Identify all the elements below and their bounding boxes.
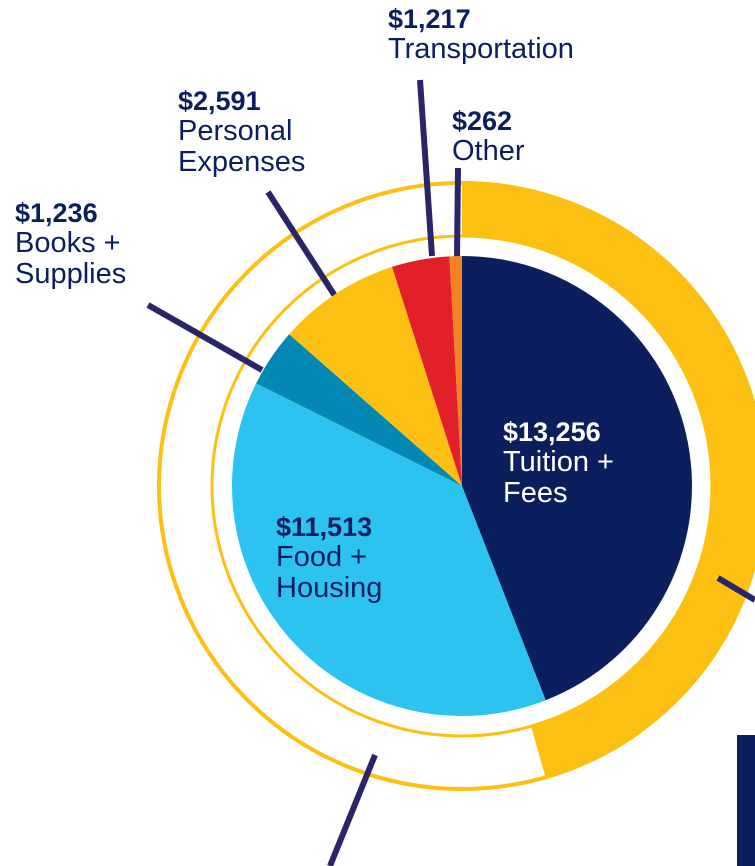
category-label: Food + Housing bbox=[276, 541, 382, 604]
value-label: $2,591 bbox=[178, 86, 261, 116]
category-label: Tuition + Fees bbox=[503, 446, 614, 509]
leader-line bbox=[265, 190, 338, 298]
leader-line bbox=[146, 302, 264, 373]
pie-slice bbox=[231, 383, 546, 716]
value-label: $262 bbox=[452, 106, 512, 136]
corner-block bbox=[737, 735, 755, 866]
label-line: Food + bbox=[276, 541, 367, 573]
leader-line bbox=[454, 167, 461, 259]
pie-slice bbox=[256, 334, 462, 486]
leader-line bbox=[417, 79, 435, 257]
label-line: Personal bbox=[178, 115, 292, 147]
value-label: $11,513 bbox=[276, 512, 372, 542]
label-line: Expenses bbox=[178, 146, 305, 178]
label-line: Tuition + bbox=[503, 446, 614, 478]
category-label: Other bbox=[452, 135, 525, 167]
value-label: $1,236 bbox=[15, 198, 98, 228]
leader-lines bbox=[146, 79, 755, 866]
label-line: Housing bbox=[276, 572, 382, 604]
leader-line bbox=[327, 753, 378, 866]
label-line: Other bbox=[452, 135, 525, 167]
value-label: $1,217 bbox=[388, 4, 471, 34]
highlight-arc bbox=[462, 181, 755, 779]
category-label: Books + Supplies bbox=[15, 227, 126, 290]
category-label: Transportation bbox=[388, 33, 574, 65]
pie-slice bbox=[392, 256, 462, 486]
pie-slice bbox=[462, 256, 693, 701]
category-label: Personal Expenses bbox=[178, 115, 305, 178]
label-line: Transportation bbox=[388, 33, 574, 65]
label-line: Books + bbox=[15, 227, 121, 259]
slices bbox=[231, 256, 693, 716]
label-line: Fees bbox=[503, 477, 567, 509]
pie-slice bbox=[289, 266, 462, 486]
pie-slice bbox=[449, 256, 462, 486]
label-line: Supplies bbox=[15, 258, 126, 290]
leader-line bbox=[716, 575, 755, 603]
value-label: $13,256 bbox=[503, 417, 601, 447]
